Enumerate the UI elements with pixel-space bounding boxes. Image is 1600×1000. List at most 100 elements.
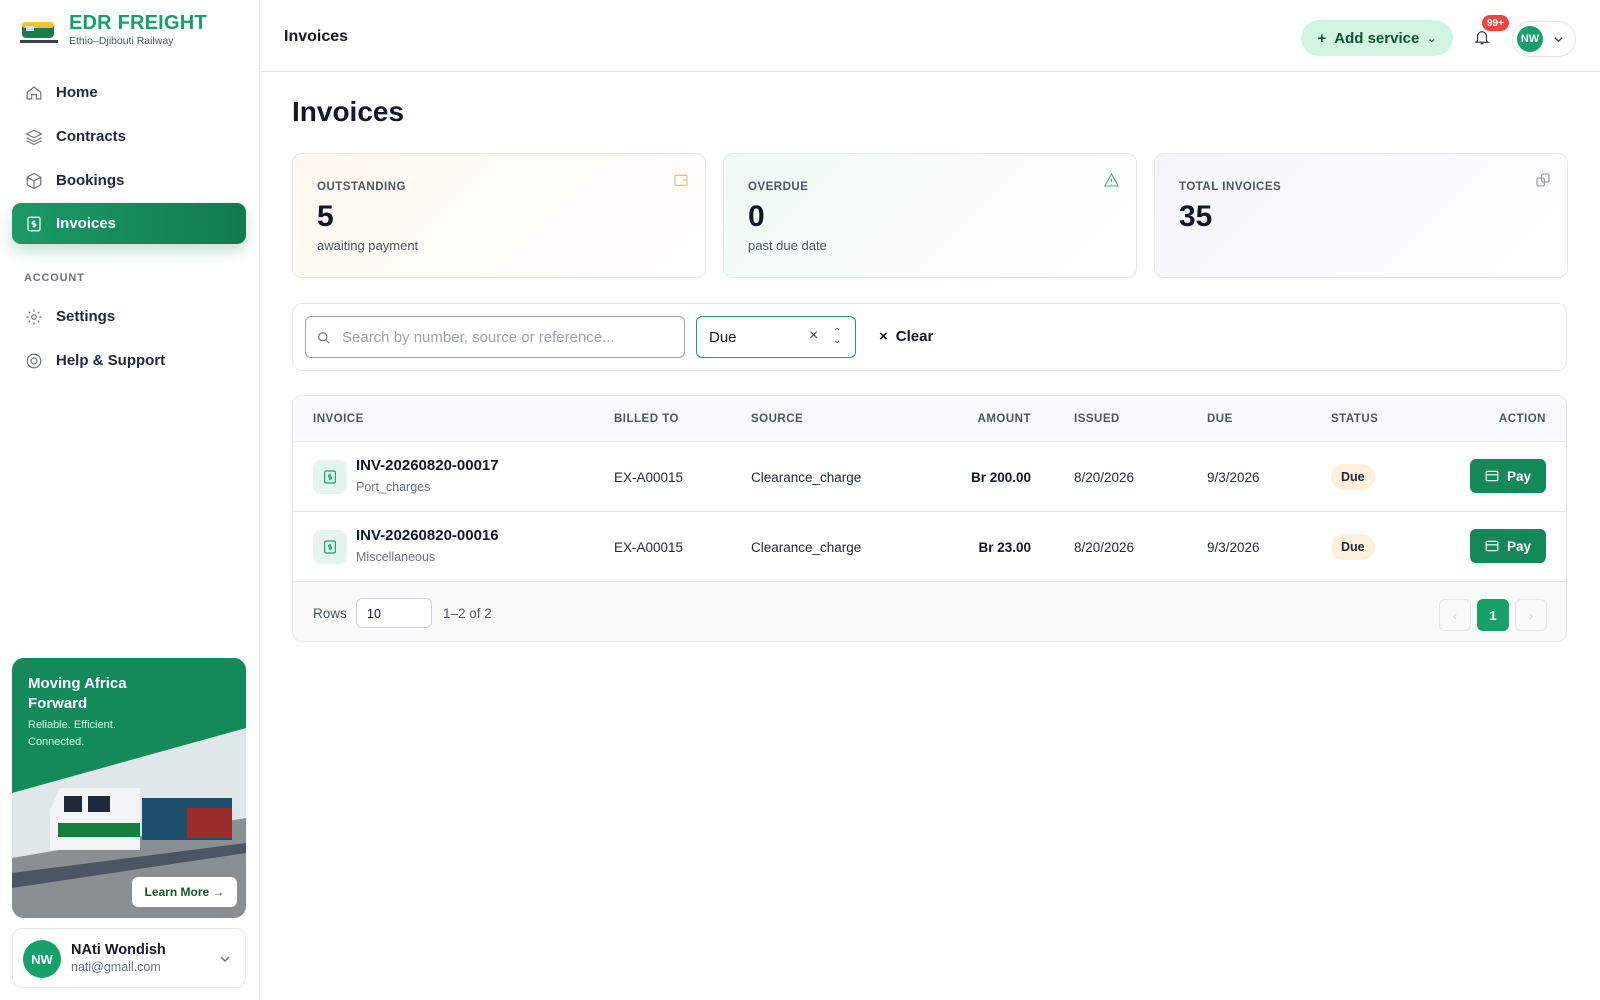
stat-card: OVERDUE 0 past due date [723, 153, 1137, 278]
clear-button[interactable]: × Clear [879, 328, 933, 345]
search-icon [318, 332, 330, 344]
search-placeholder: Search by number, source or reference... [342, 328, 615, 346]
invoice-icon [27, 216, 41, 231]
pay-label: Pay [1506, 468, 1532, 484]
promo-text: Reliable. Efficient. Connected. [28, 719, 116, 748]
user-email: nati@gmail.com [71, 960, 161, 974]
invoice-icon [313, 460, 347, 494]
brand-name: EDR FREIGHT [69, 12, 207, 34]
layers-icon [25, 129, 43, 145]
nav-label: Home [56, 84, 98, 101]
clear-icon: × [879, 328, 888, 345]
learn-more-button[interactable]: Learn More → [132, 877, 237, 907]
invoice-icon [313, 530, 347, 564]
filter-bar: Search by number, source or reference...… [292, 303, 1567, 371]
stat-label: OVERDUE [748, 181, 809, 193]
stat-value: 0 [748, 200, 765, 233]
due-date: 9/3/2026 [1207, 540, 1260, 555]
nav-label: Invoices [56, 215, 117, 232]
status-value: Due [709, 328, 737, 346]
table-row[interactable]: INV-20260820-00017 Port_charges EX-A00015 C… [293, 442, 1566, 512]
status-select[interactable]: Due × ⌃ ⌄ [696, 316, 856, 358]
column-header: DUE [1207, 413, 1233, 425]
stat-card: TOTAL INVOICES 35 [1154, 153, 1568, 278]
prev-page[interactable]: ‹ [1439, 599, 1471, 631]
invoice-number: INV-20260820-00017 [356, 457, 499, 474]
billed-to: EX-A00015 [614, 540, 684, 555]
rows-per-page: 10 [367, 607, 381, 621]
brand-subtitle: Ethio–Djibouti Railway [69, 35, 174, 47]
column-header: STATUS [1331, 413, 1379, 425]
add-service-label: Add service [1334, 29, 1420, 47]
nav-item[interactable]: Bookings [12, 160, 246, 201]
source: Clearance_charge [751, 540, 862, 555]
invoice-table: INVOICE BILLED TO SOURCE AMOUNT ISSUED D… [292, 395, 1567, 642]
column-header: SOURCE [751, 413, 804, 425]
notification-badge: 99+ [1482, 15, 1509, 31]
issued-date: 8/20/2026 [1074, 470, 1135, 485]
chevron: ⌄ [1427, 32, 1437, 45]
nav-item[interactable]: Home [12, 72, 246, 113]
amount: Br 23.00 [978, 540, 1031, 555]
header-avatar: NW [1517, 26, 1543, 52]
issued-date: 8/20/2026 [1074, 540, 1135, 555]
invoice-number: INV-20260820-00016 [356, 527, 499, 544]
page-button[interactable]: 1 [1477, 599, 1509, 631]
nav-label: Settings [56, 308, 116, 325]
amount: Br 200.00 [970, 470, 1031, 485]
promo-title: Moving Africa Forward [28, 675, 127, 712]
range-label: 1–2 of 2 [443, 606, 492, 621]
bell-icon[interactable] [1473, 28, 1491, 46]
pay-button[interactable]: Pay [1470, 459, 1546, 493]
nav-section: ACCOUNT [24, 272, 85, 284]
help-icon [26, 353, 42, 368]
invoice-type: Port_charges [356, 480, 431, 494]
add-service-button[interactable]: + Add service ⌄ [1301, 20, 1453, 56]
stat-label: OUTSTANDING [317, 181, 406, 193]
nav-item[interactable]: Settings [12, 296, 246, 337]
page-title: Invoices [292, 96, 405, 127]
next-page[interactable]: › [1515, 599, 1547, 631]
table-row[interactable]: INV-20260820-00016 Miscellaneous EX-A00015… [293, 512, 1566, 582]
column-header: AMOUNT [977, 413, 1031, 425]
stat-value: 35 [1179, 200, 1213, 233]
user-card[interactable]: NW NAti Wondish nati@gmail.com [12, 928, 246, 988]
search-input[interactable]: Search by number, source or reference... [305, 316, 685, 358]
column-header: ACTION [1498, 413, 1546, 425]
stat-value: 5 [317, 200, 334, 233]
box-icon [26, 172, 42, 189]
nav-item[interactable]: Help & Support [12, 340, 246, 381]
pay-button[interactable]: Pay [1470, 529, 1546, 563]
table-header: INVOICE BILLED TO SOURCE AMOUNT ISSUED D… [293, 396, 1566, 442]
source: Clearance_charge [751, 470, 862, 485]
settings-icon [26, 309, 42, 324]
avatar-menu[interactable]: NW [1512, 21, 1576, 57]
card-icon [1485, 470, 1499, 482]
promo-card: Moving Africa Forward Reliable. Efficien… [12, 658, 246, 918]
plus-icon: + [1317, 29, 1327, 47]
billed-to: EX-A00015 [614, 470, 684, 485]
header-title: Invoices [284, 28, 349, 45]
clear-select-icon[interactable]: × [809, 327, 819, 344]
page-number: 1 [1489, 607, 1497, 623]
sort-icon: ⌃ ⌄ [833, 327, 842, 346]
clear-label: Clear [895, 328, 934, 345]
nav-item[interactable]: Invoices [12, 203, 246, 244]
rows-select[interactable]: 10 [356, 598, 432, 628]
due-date: 9/3/2026 [1207, 470, 1260, 485]
column-header: ISSUED [1074, 413, 1120, 425]
stat-card: OUTSTANDING 5 awaiting payment [292, 153, 706, 278]
invoice-type: Miscellaneous [356, 550, 436, 564]
status-pill: Due [1331, 464, 1375, 490]
rows-label: Rows [313, 606, 347, 621]
invoice-glyph [324, 470, 336, 484]
chevron [1554, 37, 1563, 43]
nav-item[interactable]: Contracts [12, 116, 246, 157]
nav-label: Help & Support [56, 352, 166, 369]
invoice-glyph [324, 540, 336, 554]
sidebar: EDR FREIGHT Ethio–Djibouti Railway Home … [0, 0, 260, 1000]
column-header: BILLED TO [614, 413, 679, 425]
nav-label: Contracts [56, 128, 127, 145]
